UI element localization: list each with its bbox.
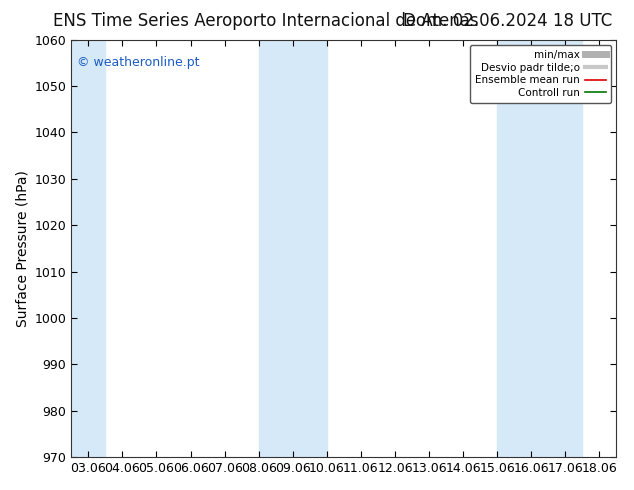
Y-axis label: Surface Pressure (hPa): Surface Pressure (hPa) bbox=[15, 170, 29, 327]
Bar bbox=[497, 40, 583, 457]
Bar bbox=[71, 40, 105, 457]
Text: © weatheronline.pt: © weatheronline.pt bbox=[77, 56, 199, 69]
Bar bbox=[259, 40, 327, 457]
Text: Dom. 02.06.2024 18 UTC: Dom. 02.06.2024 18 UTC bbox=[403, 12, 612, 30]
Legend: min/max, Desvio padr tilde;o, Ensemble mean run, Controll run: min/max, Desvio padr tilde;o, Ensemble m… bbox=[470, 45, 611, 103]
Text: ENS Time Series Aeroporto Internacional de Atenas: ENS Time Series Aeroporto Internacional … bbox=[53, 12, 479, 30]
